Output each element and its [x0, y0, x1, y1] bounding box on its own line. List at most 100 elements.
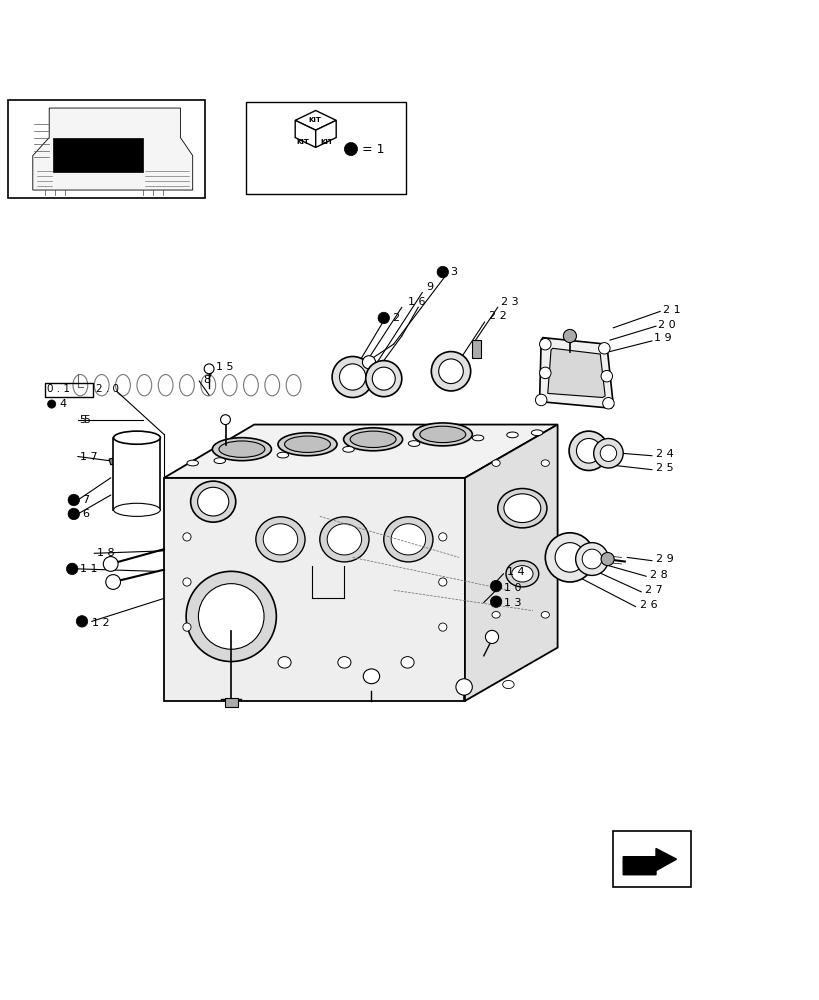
Circle shape [437, 266, 448, 278]
Ellipse shape [197, 487, 229, 516]
Circle shape [485, 630, 498, 644]
Circle shape [106, 575, 120, 589]
Ellipse shape [491, 612, 500, 618]
Text: 4: 4 [60, 399, 67, 409]
Ellipse shape [408, 441, 419, 446]
Text: 1 9: 1 9 [654, 333, 671, 343]
Polygon shape [539, 338, 613, 408]
Ellipse shape [113, 503, 161, 516]
Text: 1 3: 1 3 [504, 598, 521, 608]
Circle shape [186, 571, 276, 662]
Circle shape [602, 397, 613, 409]
Ellipse shape [265, 375, 279, 396]
Ellipse shape [491, 460, 500, 466]
Circle shape [600, 370, 612, 382]
Circle shape [332, 357, 373, 397]
Ellipse shape [541, 612, 549, 618]
Circle shape [490, 596, 501, 607]
Circle shape [563, 329, 576, 343]
Polygon shape [547, 348, 604, 397]
Ellipse shape [502, 680, 514, 689]
Circle shape [431, 352, 470, 391]
Text: 2 2: 2 2 [488, 311, 506, 321]
Ellipse shape [319, 517, 369, 562]
Circle shape [220, 415, 230, 425]
Ellipse shape [94, 375, 109, 396]
Ellipse shape [472, 435, 483, 441]
Ellipse shape [286, 375, 301, 396]
Circle shape [568, 431, 608, 470]
Circle shape [600, 445, 616, 461]
Circle shape [593, 438, 622, 468]
Text: KIT: KIT [296, 139, 309, 145]
Ellipse shape [350, 431, 396, 448]
Ellipse shape [383, 517, 432, 562]
Ellipse shape [413, 423, 472, 446]
Polygon shape [295, 111, 336, 130]
Polygon shape [295, 120, 315, 147]
Bar [113, 438, 160, 510]
Circle shape [68, 508, 79, 520]
Text: 2 1: 2 1 [662, 305, 679, 315]
Text: 2 . 0: 2 . 0 [96, 384, 119, 394]
Polygon shape [464, 425, 557, 701]
Circle shape [48, 400, 56, 408]
Ellipse shape [363, 669, 379, 684]
Ellipse shape [183, 533, 191, 541]
Ellipse shape [113, 431, 161, 444]
Ellipse shape [115, 375, 130, 396]
Polygon shape [33, 108, 192, 190]
Ellipse shape [214, 458, 225, 464]
Text: 0 . 1: 0 . 1 [47, 384, 70, 394]
Text: 1 4: 1 4 [506, 567, 523, 577]
Circle shape [576, 438, 600, 463]
Ellipse shape [438, 533, 446, 541]
Ellipse shape [73, 375, 88, 396]
Circle shape [581, 549, 601, 569]
Circle shape [198, 584, 264, 649]
Bar [472, 340, 480, 358]
Circle shape [490, 580, 501, 592]
Ellipse shape [531, 430, 542, 436]
Ellipse shape [277, 452, 288, 458]
Ellipse shape [511, 566, 532, 582]
Bar [45, 383, 93, 397]
Text: 2 6: 2 6 [639, 600, 656, 610]
Ellipse shape [541, 460, 549, 466]
Ellipse shape [263, 524, 297, 555]
Circle shape [362, 356, 375, 369]
Ellipse shape [438, 623, 446, 631]
Text: 1 2: 1 2 [92, 618, 109, 628]
Text: 2 7: 2 7 [645, 585, 663, 595]
Circle shape [539, 338, 550, 350]
Text: = 1: = 1 [362, 143, 384, 156]
Text: 1 7: 1 7 [80, 452, 97, 462]
Circle shape [76, 616, 88, 627]
Ellipse shape [342, 446, 354, 452]
Ellipse shape [506, 432, 518, 438]
Ellipse shape [212, 438, 271, 461]
Ellipse shape [505, 561, 538, 587]
Circle shape [598, 343, 609, 354]
Text: 2 3: 2 3 [500, 297, 518, 307]
Ellipse shape [438, 578, 446, 586]
Bar [8, 100, 205, 198]
Text: 6: 6 [82, 509, 89, 519]
Text: 8: 8 [203, 375, 210, 385]
Ellipse shape [327, 524, 361, 555]
Ellipse shape [222, 375, 237, 396]
Bar [613, 831, 690, 887]
Text: 5: 5 [79, 415, 86, 425]
Circle shape [103, 557, 118, 571]
Text: 1 8: 1 8 [97, 548, 114, 558]
Text: 9: 9 [426, 282, 433, 292]
Text: 1 5: 1 5 [215, 362, 233, 372]
Text: KIT: KIT [308, 117, 321, 123]
Circle shape [66, 563, 78, 575]
Text: KIT: KIT [320, 139, 333, 145]
Text: 1 6: 1 6 [407, 297, 424, 307]
Ellipse shape [137, 375, 152, 396]
Text: 2 4: 2 4 [655, 449, 673, 459]
Text: 2 9: 2 9 [655, 554, 673, 564]
Ellipse shape [419, 426, 465, 443]
